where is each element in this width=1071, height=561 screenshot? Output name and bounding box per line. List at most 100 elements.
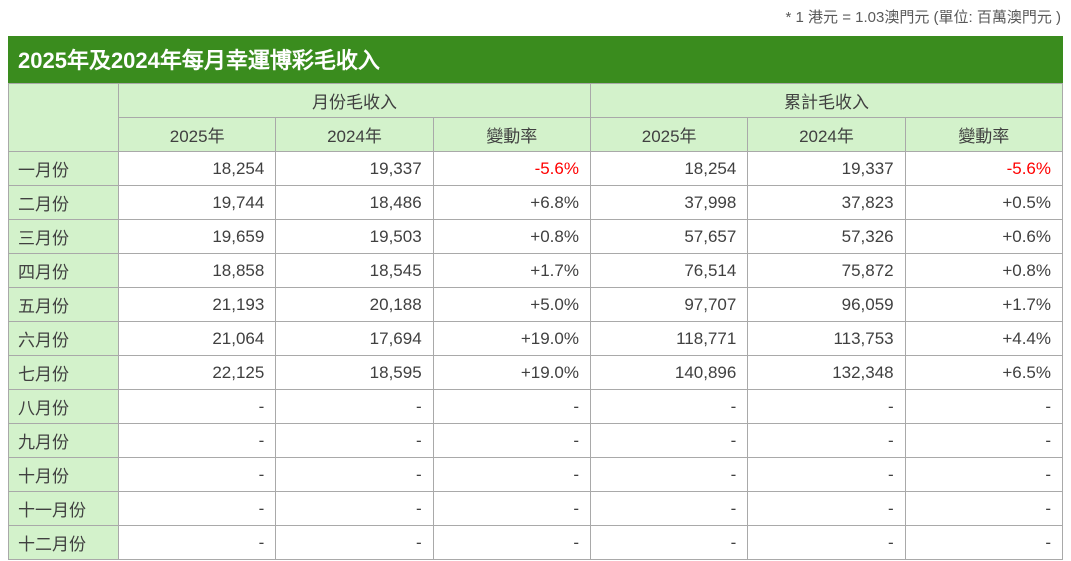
value-cell: -5.6% [432, 151, 591, 186]
value-cell: 19,744 [117, 185, 277, 220]
month-label: 三月份 [8, 219, 119, 254]
value-cell: - [432, 457, 591, 492]
value-cell: 21,193 [117, 287, 277, 322]
value-cell: 37,998 [589, 185, 749, 220]
table-row: 五月份 21,193 20,188 +5.0% 97,707 96,059 +1.7% [8, 287, 1064, 322]
value-cell: - [432, 525, 591, 560]
value-cell: - [747, 423, 906, 458]
table-row: 六月份 21,064 17,694 +19.0% 118,771 113,753 +4.4% [8, 321, 1064, 356]
value-cell: 57,657 [589, 219, 749, 254]
value-cell: 140,896 [589, 355, 749, 390]
col-header-monthly-change: 變動率 [432, 117, 591, 152]
month-label: 一月份 [8, 151, 119, 186]
value-cell: -5.6% [904, 151, 1064, 186]
value-cell: +5.0% [432, 287, 591, 322]
value-cell: 97,707 [589, 287, 749, 322]
table-body: 一月份 18,254 19,337 -5.6% 18,254 19,337 -5.6% 二月份… [8, 151, 1064, 560]
value-cell: - [589, 457, 749, 492]
col-header-cumulative-change: 變動率 [904, 117, 1064, 152]
value-cell: - [117, 423, 277, 458]
value-cell: - [589, 389, 749, 424]
value-cell: - [589, 525, 749, 560]
value-cell: 18,858 [117, 253, 277, 288]
col-header-monthly-2024: 2024年 [275, 117, 434, 152]
table-row: 二月份 19,744 18,486 +6.8% 37,998 37,823 +0.5% [8, 185, 1064, 220]
corner-cell [8, 83, 119, 152]
value-cell: 20,188 [275, 287, 434, 322]
month-label: 十一月份 [8, 491, 119, 526]
value-cell: 19,503 [275, 219, 434, 254]
value-cell: - [747, 457, 906, 492]
value-cell: 18,254 [117, 151, 277, 186]
column-header-row: 2025年 2024年 變動率 2025年 2024年 變動率 [9, 117, 1064, 152]
value-cell: - [904, 525, 1064, 560]
value-cell: 18,545 [275, 253, 434, 288]
value-cell: - [432, 423, 591, 458]
value-cell: 75,872 [747, 253, 906, 288]
month-label: 五月份 [8, 287, 119, 322]
table-row: 十一月份 - - - - - - [8, 491, 1064, 526]
value-cell: - [432, 389, 591, 424]
value-cell: 76,514 [589, 253, 749, 288]
value-cell: +0.6% [904, 219, 1064, 254]
col-header-monthly-2025: 2025年 [117, 117, 277, 152]
value-cell: - [275, 389, 434, 424]
value-cell: 19,659 [117, 219, 277, 254]
value-cell: - [904, 423, 1064, 458]
value-cell: - [747, 491, 906, 526]
table-row: 三月份 19,659 19,503 +0.8% 57,657 57,326 +0.6% [8, 219, 1064, 254]
month-label: 八月份 [8, 389, 119, 424]
table-row: 一月份 18,254 19,337 -5.6% 18,254 19,337 -5.6% [8, 151, 1064, 186]
value-cell: - [747, 525, 906, 560]
value-cell: +0.5% [904, 185, 1064, 220]
group-header-row: 月份毛收入 累計毛收入 [8, 83, 1064, 152]
value-cell: - [747, 389, 906, 424]
value-cell: - [117, 457, 277, 492]
value-cell: - [904, 491, 1064, 526]
value-cell: +4.4% [904, 321, 1064, 356]
month-label: 十月份 [8, 457, 119, 492]
table-row: 十二月份 - - - - - - [8, 525, 1064, 560]
month-label: 二月份 [8, 185, 119, 220]
table-row: 四月份 18,858 18,545 +1.7% 76,514 75,872 +0.8% [8, 253, 1064, 288]
value-cell: - [432, 491, 591, 526]
month-label: 九月份 [8, 423, 119, 458]
exchange-rate-unit-note: * 1 港元 = 1.03澳門元 (單位: 百萬澳門元 ) [785, 9, 1061, 26]
value-cell: - [275, 491, 434, 526]
value-cell: - [275, 423, 434, 458]
value-cell: - [275, 457, 434, 492]
value-cell: - [117, 525, 277, 560]
group-header-monthly: 月份毛收入 [118, 83, 591, 118]
revenue-table: 月份毛收入 累計毛收入 2025年 2024年 變動率 2025年 2024年 … [8, 83, 1064, 560]
table-row: 十月份 - - - - - - [8, 457, 1064, 492]
table-row: 九月份 - - - - - - [8, 423, 1064, 458]
value-cell: - [589, 491, 749, 526]
value-cell: +19.0% [432, 355, 591, 390]
value-cell: - [117, 491, 277, 526]
value-cell: 18,595 [275, 355, 434, 390]
page-container: * 1 港元 = 1.03澳門元 (單位: 百萬澳門元 ) 2025年及2024… [8, 0, 1064, 560]
value-cell: 19,337 [275, 151, 434, 186]
value-cell: - [904, 457, 1064, 492]
value-cell: 22,125 [117, 355, 277, 390]
value-cell: 118,771 [589, 321, 749, 356]
month-label: 六月份 [8, 321, 119, 356]
month-label: 十二月份 [8, 525, 119, 560]
value-cell: +1.7% [432, 253, 591, 288]
table-header: 月份毛收入 累計毛收入 2025年 2024年 變動率 2025年 2024年 … [8, 83, 1064, 152]
value-cell: - [117, 389, 277, 424]
value-cell: 113,753 [747, 321, 906, 356]
month-label: 七月份 [8, 355, 119, 390]
value-cell: 37,823 [747, 185, 906, 220]
value-cell: 17,694 [275, 321, 434, 356]
table-row: 八月份 - - - - - - [8, 389, 1064, 424]
value-cell: - [904, 389, 1064, 424]
table-row: 七月份 22,125 18,595 +19.0% 140,896 132,348 +6.5% [8, 355, 1064, 390]
value-cell: +0.8% [432, 219, 591, 254]
page-title: 2025年及2024年每月幸運博彩毛收入 [8, 36, 1063, 83]
value-cell: - [275, 525, 434, 560]
value-cell: 57,326 [747, 219, 906, 254]
value-cell: 18,486 [275, 185, 434, 220]
value-cell: 21,064 [117, 321, 277, 356]
col-header-cumulative-2025: 2025年 [589, 117, 749, 152]
